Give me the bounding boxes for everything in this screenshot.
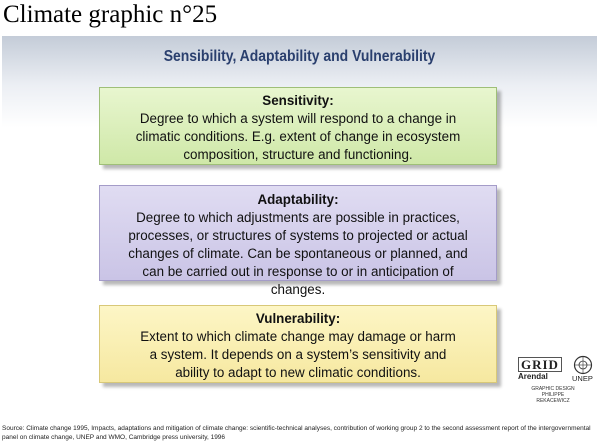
grid-logo: GRID (518, 357, 562, 372)
un-emblem-icon (573, 355, 593, 375)
sensitivity-description: Degree to which a system will respond to… (135, 111, 461, 162)
page-heading: Climate graphic n°25 (3, 1, 218, 28)
source-note: Source: Climate change 1995, Impacts, ad… (2, 425, 591, 441)
sensitivity-box: Sensitivity: Degree to which a system wi… (99, 87, 497, 165)
diagram-title: Sensibility, Adaptability and Vulnerabil… (163, 48, 436, 65)
adaptability-description: Degree to which adjustments are possible… (128, 210, 468, 297)
graphic-design-credit: GRAPHIC DESIGN PHILIPPE REKACEWICZ (531, 386, 575, 404)
logo-area: GRID Arendal UNEP GRAPHIC DESIGN PHILIPP… (518, 355, 594, 405)
grid-arendal-label: Arendal (518, 372, 548, 381)
adaptability-term: Adaptability: (257, 192, 339, 207)
sensitivity-term: Sensitivity: (262, 93, 334, 108)
adaptability-box: Adaptability: Degree to which adjustment… (99, 185, 497, 297)
vulnerability-description: Extent to which climate change may damag… (140, 329, 456, 380)
unep-label: UNEP (572, 374, 593, 383)
vulnerability-box: Vulnerability: Extent to which climate c… (99, 305, 497, 383)
vulnerability-term: Vulnerability: (255, 311, 341, 326)
